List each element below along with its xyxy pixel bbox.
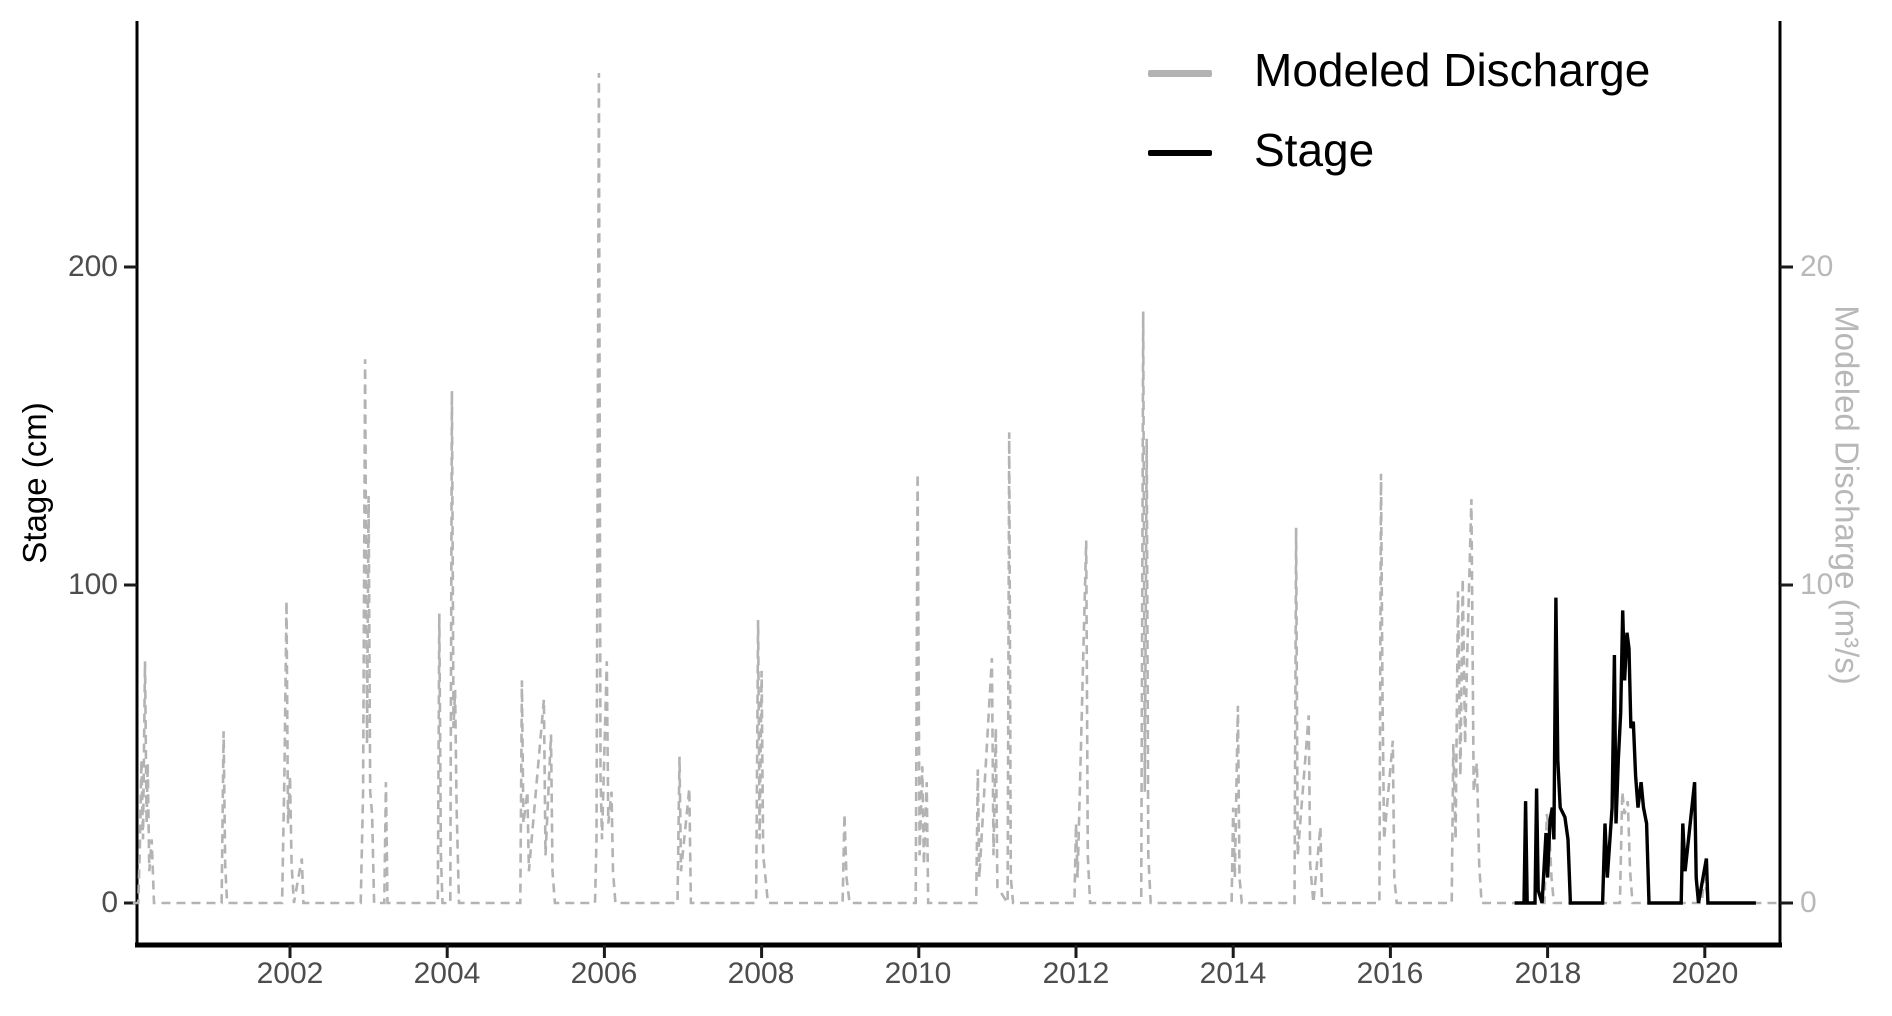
x-tick-label-2010: 2010 xyxy=(884,957,952,990)
x-tick-label-2002: 2002 xyxy=(256,957,324,990)
x-tick-label-2016: 2016 xyxy=(1356,957,1424,990)
stage-line-key-icon xyxy=(1148,150,1212,156)
y-left-tick-label-0: 0 xyxy=(101,886,118,919)
legend-label-stage: Stage xyxy=(1254,124,1375,176)
x-tick-label-2012: 2012 xyxy=(1042,957,1110,990)
x-tick-label-2014: 2014 xyxy=(1199,957,1267,990)
legend-label-modeled-discharge: Modeled Discharge xyxy=(1254,44,1651,96)
y-right-tick-label-20: 20 xyxy=(1800,250,1834,283)
stage-series-line xyxy=(1514,597,1756,905)
modeled-discharge-series-line xyxy=(132,72,1778,908)
y-left-tick-label-200: 200 xyxy=(67,250,118,283)
discharge-line-key-icon xyxy=(1148,70,1212,77)
y-left-axis-title: Stage (cm) xyxy=(16,402,53,564)
y-right-tick-label-0: 0 xyxy=(1800,886,1817,919)
y-left-tick-label-100: 100 xyxy=(67,568,118,601)
x-tick-label-2018: 2018 xyxy=(1514,957,1582,990)
x-tick-label-2006: 2006 xyxy=(570,957,638,990)
y-right-axis-title: Modeled Discharge (m³/s) xyxy=(1828,305,1866,685)
y-right-tick-label-10: 10 xyxy=(1800,568,1834,601)
x-tick-label-2008: 2008 xyxy=(727,957,795,990)
x-tick-label-2004: 2004 xyxy=(413,957,481,990)
x-tick-label-2020: 2020 xyxy=(1671,957,1739,990)
